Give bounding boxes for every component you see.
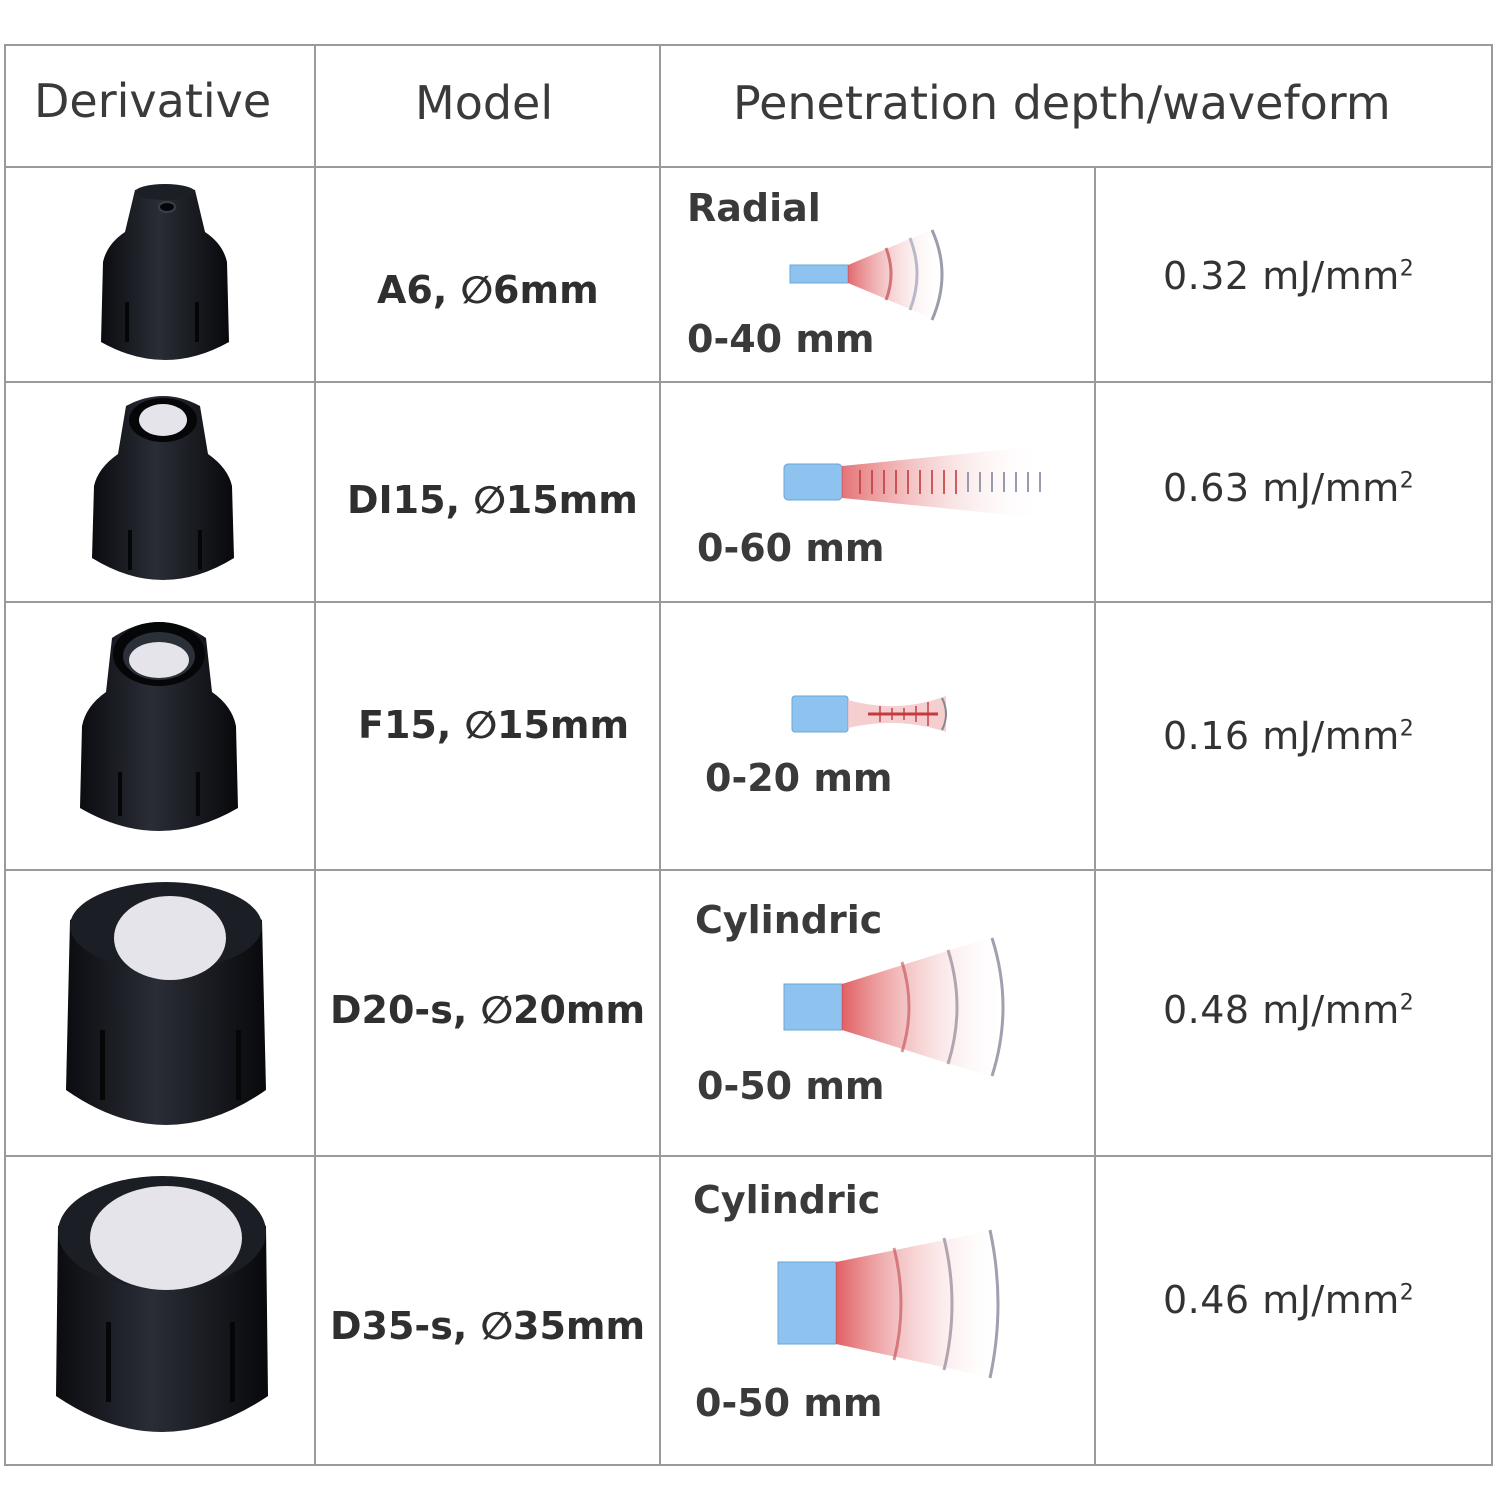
applicator-di15-photo xyxy=(92,396,234,580)
row-divider xyxy=(6,601,1491,603)
depth-label: 0-50 mm xyxy=(695,1381,883,1425)
energy-density: 0.32 mJ/mm2 xyxy=(1163,254,1414,298)
column-divider xyxy=(314,46,316,1464)
depth-label: 0-60 mm xyxy=(697,526,885,570)
model-label: D20-s, ∅20mm xyxy=(330,988,646,1032)
energy-density: 0.16 mJ/mm2 xyxy=(1163,714,1414,758)
applicator-d20s-photo xyxy=(66,882,266,1125)
energy-density: 0.48 mJ/mm2 xyxy=(1163,988,1414,1032)
planar-wave-diagram xyxy=(783,446,1042,518)
cylindric-wave-diagram xyxy=(777,1229,1000,1379)
row-divider xyxy=(6,166,1491,168)
header-derivative: Derivative xyxy=(34,74,272,128)
waveform-label: Cylindric xyxy=(695,898,883,942)
model-label: F15, ∅15mm xyxy=(358,703,630,747)
waveform-label: Cylindric xyxy=(693,1178,881,1222)
depth-label: 0-20 mm xyxy=(705,756,893,800)
energy-value: 0.16 mJ/mm xyxy=(1163,714,1400,758)
energy-exponent: 2 xyxy=(1399,256,1415,282)
column-divider xyxy=(659,46,661,1464)
radial-wave-diagram xyxy=(789,228,944,321)
energy-exponent: 2 xyxy=(1399,468,1415,494)
model-label: D35-s, ∅35mm xyxy=(330,1304,646,1348)
applicator-f15-photo xyxy=(80,622,238,831)
energy-exponent: 2 xyxy=(1399,990,1415,1016)
waveform-label: Radial xyxy=(687,186,821,230)
energy-density: 0.46 mJ/mm2 xyxy=(1163,1278,1414,1322)
applicator-table xyxy=(4,44,1493,1466)
energy-value: 0.32 mJ/mm xyxy=(1163,254,1400,298)
energy-value: 0.46 mJ/mm xyxy=(1163,1278,1400,1322)
cylindric-wave-diagram xyxy=(783,936,1006,1078)
row-divider xyxy=(6,1155,1491,1157)
applicator-a6-photo xyxy=(101,184,229,360)
header-model: Model xyxy=(415,76,554,130)
depth-label: 0-40 mm xyxy=(687,317,875,361)
row-divider xyxy=(6,869,1491,871)
model-label: DI15, ∅15mm xyxy=(347,478,638,522)
applicator-d35s-photo xyxy=(56,1176,268,1432)
focused-wave-diagram xyxy=(791,695,947,733)
energy-density: 0.63 mJ/mm2 xyxy=(1163,466,1414,510)
model-label: A6, ∅6mm xyxy=(377,268,599,312)
energy-exponent: 2 xyxy=(1399,716,1415,742)
row-divider xyxy=(6,381,1491,383)
depth-label: 0-50 mm xyxy=(697,1064,885,1108)
header-penetration: Penetration depth/waveform xyxy=(733,76,1391,130)
energy-exponent: 2 xyxy=(1399,1280,1415,1306)
column-divider xyxy=(1094,166,1096,1464)
energy-value: 0.63 mJ/mm xyxy=(1163,466,1400,510)
energy-value: 0.48 mJ/mm xyxy=(1163,988,1400,1032)
